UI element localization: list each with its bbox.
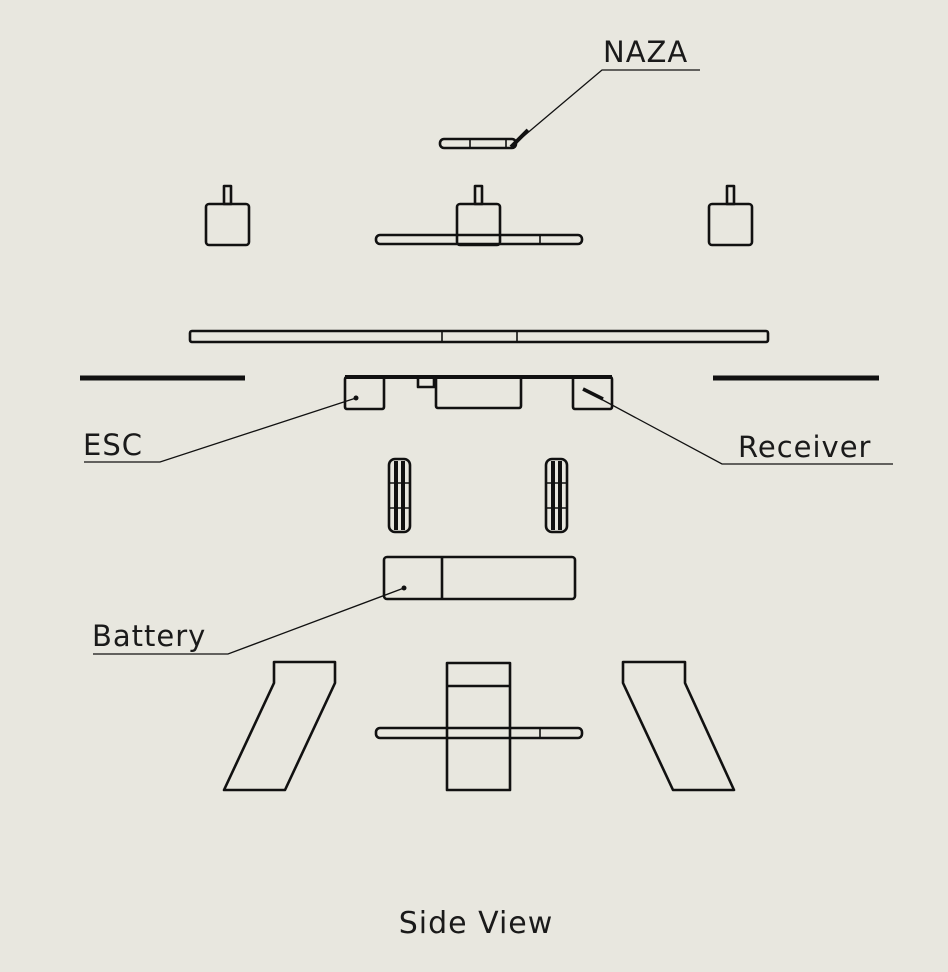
left-standoff [387,457,412,534]
naza-label: NAZA [603,35,688,69]
battery-leader-line [93,585,407,655]
top-frame-plate [188,329,770,344]
battery-label: Battery [92,619,206,653]
esc-leader-line [84,395,359,463]
left-motor [204,184,251,247]
right-landing-leg [621,660,736,792]
center-motor-mount [374,184,584,247]
receiver-label: Receiver [738,430,871,464]
bottom-frame-plate [343,375,614,411]
receiver-leader-line [582,387,893,465]
right-motor [707,184,754,247]
left-landing-leg [222,660,337,792]
right-standoff [544,457,569,534]
view-caption: Side View [399,906,554,941]
naza-leader-line [509,69,700,149]
center-landing-gear [374,661,584,792]
battery-pack [382,555,577,601]
esc-label: ESC [83,428,143,462]
